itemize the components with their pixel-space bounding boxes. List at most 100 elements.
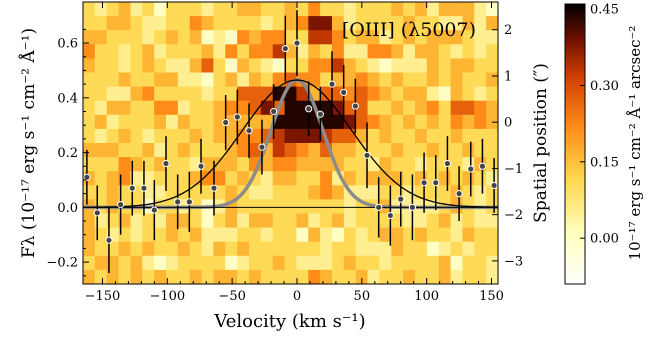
heatmap-cell [225,213,238,229]
heatmap-cell [415,30,428,45]
heatmap-cell [343,143,357,158]
colorbar [564,3,586,285]
plot-frame [82,1,499,285]
heatmap-cell [284,157,298,172]
heatmap-cell [462,86,475,102]
heatmap-cell [296,16,309,31]
heatmap-cell [130,255,143,271]
heatmap-cell [320,30,333,45]
heatmap-cell [260,185,274,200]
heatmap-cell [213,157,226,172]
data-point [478,162,487,170]
heatmap-cell [296,269,309,284]
heatmap-cell [142,72,155,88]
heatmap-cell [106,185,120,200]
heatmap-cell [308,171,321,186]
data-point [432,179,440,187]
heatmap-cell [225,143,238,158]
heatmap-cell [474,16,487,31]
y2-tick-label: 0 [504,116,512,131]
heatmap-cell [450,16,464,31]
heatmap-cell [415,128,428,144]
heatmap-cell [94,143,108,158]
heatmap-cell [272,171,286,186]
data-point [281,44,289,53]
colorbar-tick-label: 0.00 [590,232,619,247]
heatmap-cell [106,114,120,130]
heatmap-cell [391,30,404,45]
heatmap-cell [237,86,250,102]
heatmap-cell [391,241,404,257]
heatmap-cell [379,171,392,186]
heatmap-cell [237,213,250,229]
heatmap-cell [130,157,143,172]
heatmap-cell [332,143,345,158]
y2-axis-label: Spatial position (″) [531,63,551,223]
heatmap-cell [154,157,167,172]
heatmap-cell [260,199,274,215]
heatmap-cell [415,86,428,102]
heatmap-cell [142,58,155,74]
data-point [222,118,230,127]
y-tick-label: −0.2 [46,256,78,271]
heatmap-cell [450,269,464,284]
heatmap-cell [201,58,215,74]
heatmap-cell [367,58,381,74]
heatmap-cell [343,30,357,45]
heatmap-cell [438,100,452,116]
heatmap-cell [438,58,452,74]
y2-tick-label: 2 [504,23,512,38]
heatmap-cell [201,2,215,17]
heatmap-cell [177,16,191,31]
broad-gaussian-fit [83,79,498,208]
heatmap-cell [438,269,452,284]
heatmap-cell [367,86,381,102]
heatmap-cell [284,72,298,88]
heatmap-cell [343,72,357,88]
y-tick-label: 0.6 [57,37,78,52]
heatmap-cell [284,213,298,229]
heatmap-cell [189,269,203,284]
heatmap-cell [391,128,404,144]
heatmap-cell [249,44,262,59]
heatmap-cell [320,16,333,31]
heatmap-cell [154,16,167,31]
heatmap-cell [189,86,203,102]
heatmap-cell [189,143,203,158]
x-tick-label: 100 [414,289,439,304]
heatmap-cell [332,30,345,45]
heatmap-cell [237,255,250,271]
heatmap-cell [272,199,286,215]
heatmap-cell [486,30,498,45]
heatmap-cell [296,72,309,88]
heatmap-cell [225,185,238,200]
heatmap-cell [403,213,416,229]
heatmap-cell [367,100,381,116]
x-tick-label: −50 [218,289,245,304]
heatmap-cell [343,227,357,243]
heatmap-cell [142,143,155,158]
heatmap-cell [403,44,416,59]
heatmap-cell [355,213,369,229]
heatmap-cell [166,157,179,172]
heatmap-cell [355,171,369,186]
heatmap-cell [237,30,250,45]
heatmap-cell [213,213,226,229]
heatmap-background [83,2,498,284]
heatmap-cell [403,2,416,17]
heatmap-cell [154,269,167,284]
heatmap-cell [355,241,369,257]
heatmap-cell [343,171,357,186]
heatmap-cell [177,100,191,116]
heatmap-cell [391,143,404,158]
heatmap-cell [367,213,381,229]
y2-tick-label: 1 [504,69,512,84]
heatmap-cell [379,255,392,271]
heatmap-cell [272,269,286,284]
heatmap-cell [450,30,464,45]
heatmap-cell [355,157,369,172]
heatmap-cell [438,227,452,243]
heatmap-cell [83,185,96,200]
heatmap-cell [438,241,452,257]
data-point [162,159,170,168]
